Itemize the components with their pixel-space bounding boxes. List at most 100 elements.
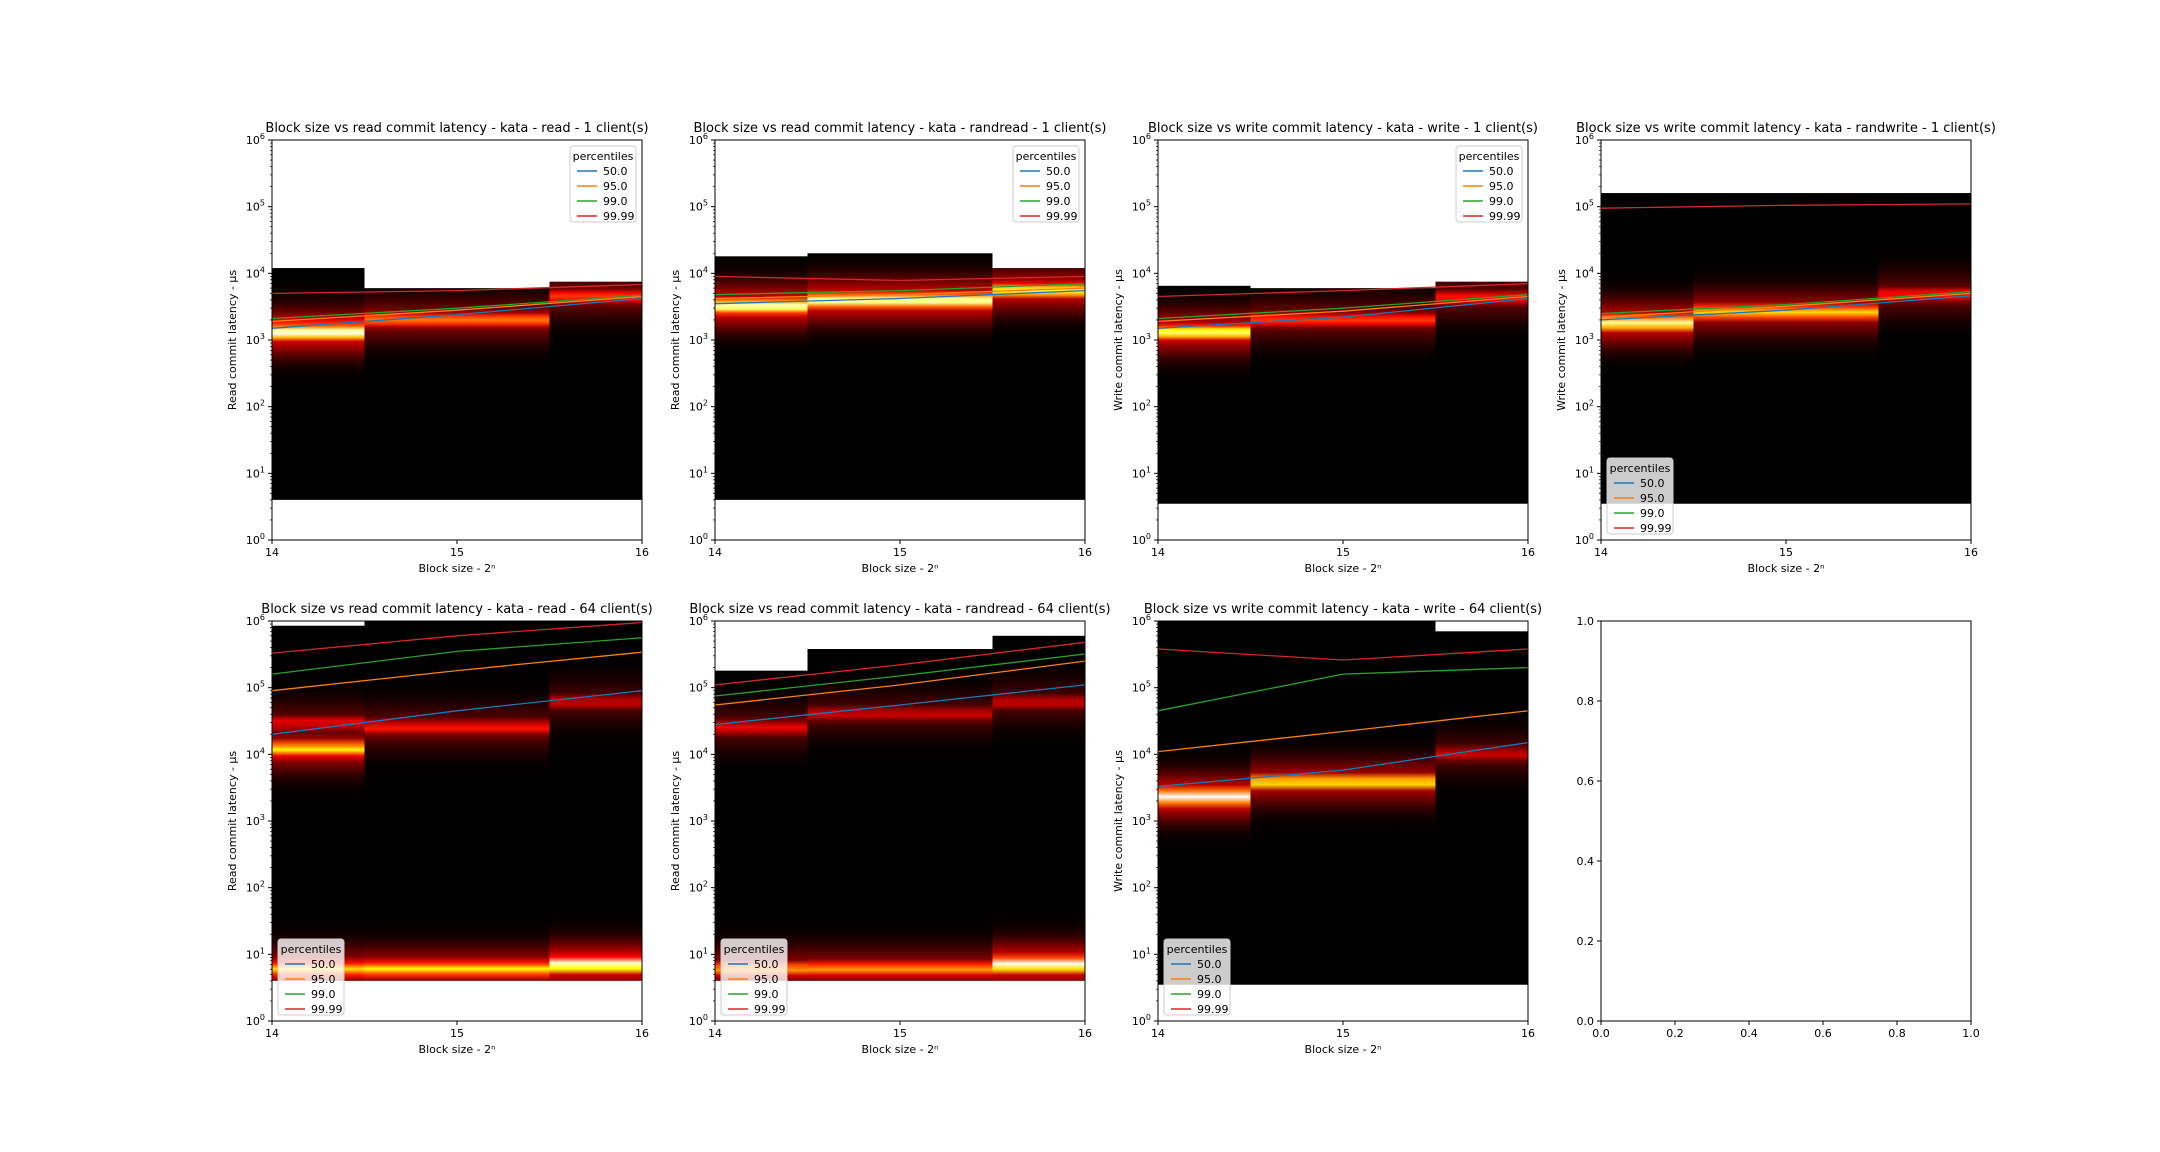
x-tick-label: 16 [1521,546,1535,559]
percentile-line-50-0 [714,289,1086,305]
heatmap-column [1601,193,1694,504]
legend-title: percentiles [1459,150,1520,163]
x-axis-label: Block size - 2ⁿ [1305,562,1382,575]
y-tick-label: 100 [689,1013,708,1028]
x-axis-label: Block size - 2ⁿ [1305,1043,1382,1056]
percentile-line-99-99 [1157,283,1529,298]
legend-entry: 99.99 [1640,522,1672,535]
x-tick-label: 16 [1521,1027,1535,1040]
y-tick-label: 101 [689,465,708,480]
x-tick-label: 14 [265,1027,279,1040]
y-tick-label: 101 [1132,465,1151,480]
y-tick-label: 105 [1132,680,1151,695]
legend-entry: 99.99 [603,210,635,223]
legend-entry: 99.99 [1197,1003,1229,1016]
y-tick-label: 100 [246,532,265,547]
x-axis-label: Block size - 2ⁿ [862,562,939,575]
x-tick-label: 16 [1964,546,1978,559]
x-tick-label: 0.4 [1740,1027,1758,1040]
heatmap-column [992,635,1085,981]
y-tick-label: 101 [246,946,265,961]
legend-title: percentiles [1167,943,1228,956]
x-tick-label: 16 [635,546,649,559]
x-tick-label: 0.2 [1666,1027,1684,1040]
legend-box [1163,938,1231,1016]
y-tick-label: 103 [1132,332,1151,347]
legend: percentiles 50.0 95.0 99.0 99.99 [1606,457,1674,535]
legend-entry: 50.0 [603,165,628,178]
y-tick-label: 102 [1132,880,1151,895]
legend-entry: 95.0 [1197,973,1222,986]
y-tick-label: 104 [689,265,708,280]
legend-entry: 99.0 [311,988,336,1001]
percentile-line-99-0 [714,283,1086,296]
subplot-title: Block size vs read commit latency - kata… [261,602,652,617]
y-tick-label: 104 [246,265,265,280]
legend-entry: 99.0 [603,195,628,208]
y-tick-label: 102 [1575,399,1594,414]
y-axis-label: Read commit latency - μs [669,751,682,892]
percentile-line-99-99 [714,275,1086,282]
subplot-title: Block size vs read commit latency - kata… [694,121,1107,136]
heatmap-column [992,268,1085,500]
y-tick-label: 101 [1132,946,1151,961]
heatmap-column [272,625,365,981]
percentile-line-99-0 [1157,293,1529,320]
percentile-line-99-0 [714,653,1086,697]
x-tick-label: 14 [1151,1027,1165,1040]
x-tick-label: 14 [708,546,722,559]
legend-entry: 95.0 [1046,180,1071,193]
y-tick-label: 102 [689,399,708,414]
percentile-line-99-99 [1157,648,1529,661]
subplot-title: Block size vs read commit latency - kata… [689,602,1110,617]
heatmap-column [1435,281,1528,504]
y-tick-label: 103 [689,813,708,828]
y-tick-label: 103 [689,332,708,347]
percentile-line-95-0 [1157,295,1529,323]
legend: percentiles 50.0 95.0 99.0 99.99 [277,938,345,1016]
y-tick-label: 105 [689,680,708,695]
x-axis-label: Block size - 2ⁿ [862,1043,939,1056]
y-tick-label: 106 [1132,613,1151,628]
legend-entry: 95.0 [311,973,336,986]
y-tick-label: 104 [1132,265,1151,280]
legend-entry: 95.0 [754,973,779,986]
x-tick-label: 0.8 [1888,1027,1906,1040]
subplot-8: 0.0 0.2 0.4 0.6 0.8 1.0 0.0 0.2 0.4 0.6 0.8 1.0 [1577,615,1980,1040]
legend: percentiles 50.0 95.0 99.0 99.99 [720,938,788,1016]
percentile-line-50-0 [714,684,1086,726]
y-tick-label: 0.2 [1577,935,1595,948]
y-tick-label: 103 [246,813,265,828]
percentile-line-95-0 [1600,292,1972,318]
y-tick-label: 105 [689,199,708,214]
y-axis-label: Write commit latency - μs [1555,269,1568,411]
x-tick-label: 0.6 [1814,1027,1832,1040]
x-tick-label: 16 [635,1027,649,1040]
subplot-title: Block size vs write commit latency - kat… [1148,121,1538,136]
y-tick-label: 106 [689,613,708,628]
legend-entry: 99.99 [754,1003,786,1016]
heatmap-column [549,621,642,981]
x-tick-label: 14 [708,1027,722,1040]
heatmap-column [1878,193,1971,504]
percentile-line-99-99 [714,641,1086,686]
legend-entry: 50.0 [311,958,336,971]
heatmap-column [1158,285,1251,504]
percentile-line-95-0 [271,295,643,323]
y-tick-label: 100 [246,1013,265,1028]
y-tick-label: 106 [689,132,708,147]
legend: percentiles 50.0 95.0 99.0 99.99 [1455,145,1523,223]
y-tick-label: 104 [689,746,708,761]
y-tick-label: 106 [246,132,265,147]
legend-entry: 50.0 [1489,165,1514,178]
y-axis-label: Write commit latency - μs [1112,750,1125,892]
y-tick-label: 102 [246,399,265,414]
x-tick-label: 14 [265,546,279,559]
y-axis-label: Write commit latency - μs [1112,269,1125,411]
legend-box [569,145,637,223]
